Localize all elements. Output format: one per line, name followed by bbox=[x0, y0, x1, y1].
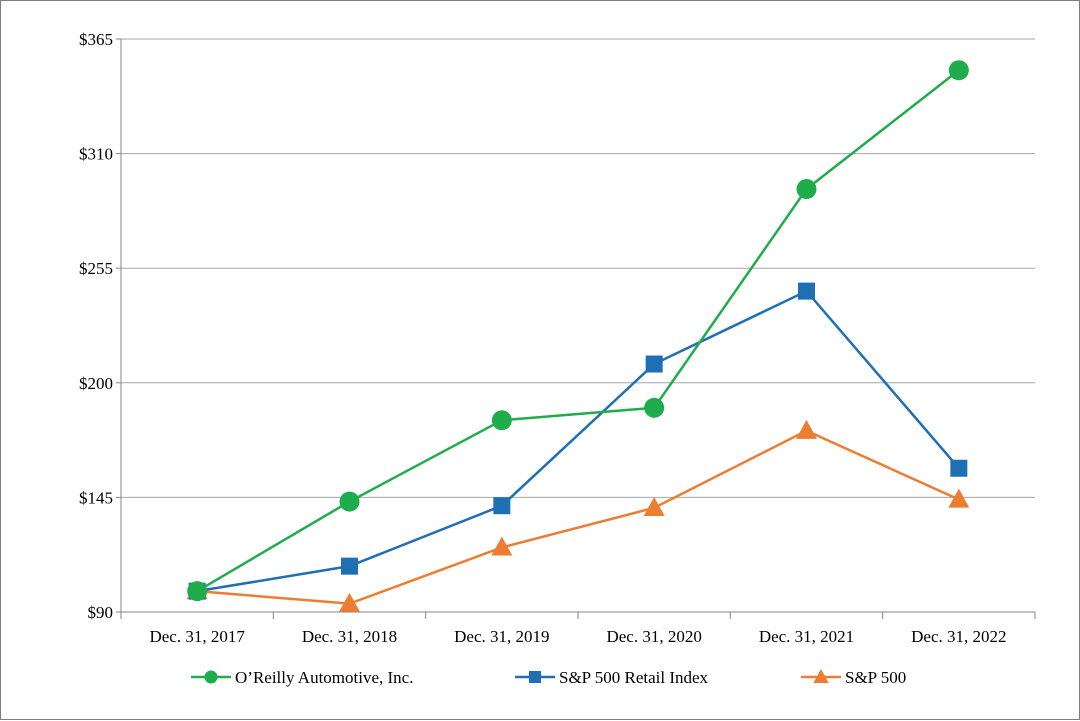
y-tick-label: $200 bbox=[79, 374, 113, 393]
data-point-1 bbox=[950, 459, 968, 477]
x-tick-label: Dec. 31, 2022 bbox=[911, 627, 1006, 646]
data-point-0 bbox=[796, 179, 817, 200]
x-tick-label: Dec. 31, 2021 bbox=[759, 627, 854, 646]
data-point-0 bbox=[339, 491, 360, 512]
data-point-0 bbox=[187, 581, 208, 602]
legend-label: S&P 500 bbox=[845, 668, 906, 687]
x-tick-label: Dec. 31, 2020 bbox=[606, 627, 701, 646]
data-point-0 bbox=[948, 60, 969, 81]
series-line-2 bbox=[197, 429, 960, 605]
x-tick-label: Dec. 31, 2018 bbox=[302, 627, 397, 646]
data-point-1 bbox=[493, 497, 511, 515]
y-tick-label: $255 bbox=[79, 259, 113, 278]
data-point-2 bbox=[643, 496, 665, 516]
legend-marker bbox=[529, 671, 541, 683]
legend-label: S&P 500 Retail Index bbox=[559, 668, 709, 687]
x-tick-label: Dec. 31, 2019 bbox=[454, 627, 549, 646]
y-tick-label: $310 bbox=[79, 145, 113, 164]
legend-marker bbox=[204, 670, 218, 684]
data-point-1 bbox=[341, 557, 358, 575]
y-tick-label: $90 bbox=[88, 603, 114, 622]
data-point-2 bbox=[796, 419, 817, 439]
y-tick-label: $145 bbox=[79, 488, 113, 507]
data-point-2 bbox=[948, 488, 970, 508]
legend-label: O’Reilly Automotive, Inc. bbox=[235, 668, 413, 687]
data-point-1 bbox=[798, 282, 815, 300]
x-tick-label: Dec. 31, 2017 bbox=[149, 627, 245, 646]
data-point-2 bbox=[491, 536, 513, 556]
data-point-1 bbox=[645, 355, 663, 373]
y-tick-label: $365 bbox=[79, 30, 113, 49]
data-point-0 bbox=[491, 410, 512, 431]
series-line-1 bbox=[196, 289, 960, 593]
data-point-2 bbox=[339, 592, 360, 612]
series-line-0 bbox=[196, 69, 960, 593]
legend-marker bbox=[813, 669, 829, 683]
data-point-0 bbox=[644, 397, 665, 418]
